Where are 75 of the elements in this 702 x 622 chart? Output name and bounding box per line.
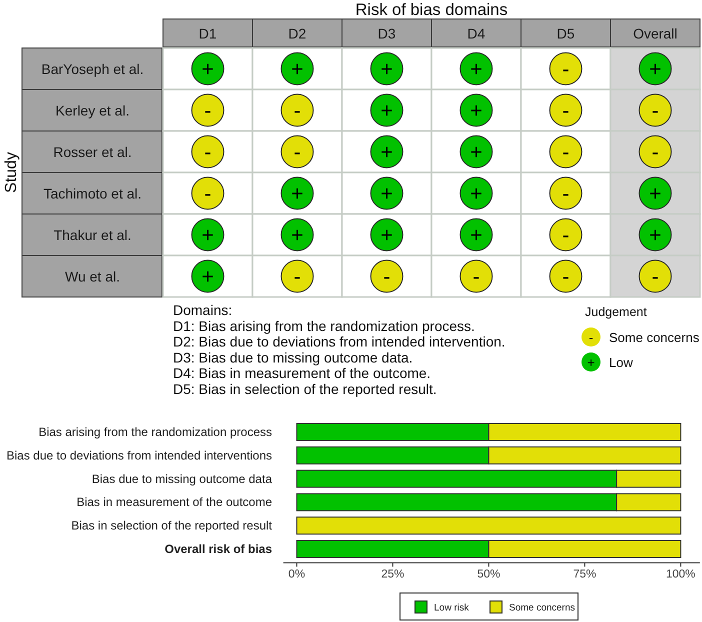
text: Domains: [173,302,232,318]
text: + [649,182,662,206]
x-tick-label: 50% [477,568,500,581]
text: + [291,58,304,81]
x-tick-label: 0% [288,568,306,581]
text: D5: Bias in selection of the reported result. [173,381,437,397]
x-tick-label: D5 [556,26,575,42]
chart-title: Risk of bias domains [355,1,508,19]
y-tick-label: Kerley et al. [56,102,130,118]
text: + [587,355,595,370]
text: D3: Bias due to missing outcome data. [173,349,413,366]
x-tick-label: 25% [381,568,404,581]
category-label: Some concerns [609,330,700,345]
y-tick-label: BarYoseph et al. [41,60,144,77]
y-tick-label: Rosser et al. [53,144,132,160]
text: + [470,58,482,81]
text: - [652,265,659,288]
legend-label: Low risk [434,602,470,614]
text: - [294,140,301,164]
y-tick-label: Bias in measurement of the outcome [76,495,272,510]
text: + [470,99,482,122]
text: + [202,265,214,288]
text: - [562,99,570,122]
text: D2: Bias due to deviations from intended intervention. [173,334,506,350]
text: + [291,224,304,247]
text: - [588,330,594,345]
y-tick-label: Bias due to deviations from intended interventions [6,448,272,462]
x-tick-label: D2 [288,26,306,42]
text: - [562,182,570,206]
text: - [204,99,212,122]
text: + [202,58,214,81]
text: - [204,140,212,164]
bar [296,516,682,535]
text: + [380,182,393,206]
text: + [470,140,482,164]
x-tick-label: D3 [378,26,396,42]
y-axis-title: Study [3,152,20,193]
text: - [652,140,659,164]
x-tick-label: D1 [198,26,217,42]
text: - [652,99,659,122]
y-tick-label: Overall risk of bias [164,542,272,556]
text: - [383,265,390,288]
text: - [204,182,212,206]
text: + [649,58,662,81]
y-tick-label: Bias due to missing outcome data [92,472,272,486]
text: + [380,224,393,247]
y-tick-label: Wu et al. [65,268,120,284]
text: - [562,265,570,288]
text: - [562,58,570,81]
text: - [472,265,480,288]
text: D1: Bias arising from the randomization process. [173,318,475,334]
x-tick-label: D4 [467,26,486,42]
legend-label: Some concerns [509,602,576,614]
category-label: Low [609,355,634,370]
text: + [470,182,482,206]
text: + [202,224,214,247]
y-tick-label: Thakur et al. [54,226,132,243]
x-tick-label: 75% [573,568,596,581]
text: + [291,182,304,206]
text: + [380,99,393,122]
y-tick-label: Bias arising from the randomization process [38,425,272,439]
text: + [470,224,482,247]
text: + [380,140,393,164]
text: - [294,99,301,122]
text: - [562,140,570,164]
text: + [649,224,662,247]
y-tick-label: Bias in selection of the reported result [71,518,273,533]
x-tick-label: Overall [633,26,678,42]
text: + [380,58,393,81]
legend-title: Judgement [585,305,648,319]
x-tick-label: 100% [666,568,696,581]
text: - [562,224,570,247]
y-tick-label: Tachimoto et al. [43,185,142,202]
text: D4: Bias in measurement of the outcome. [173,365,431,382]
text: - [294,265,301,288]
